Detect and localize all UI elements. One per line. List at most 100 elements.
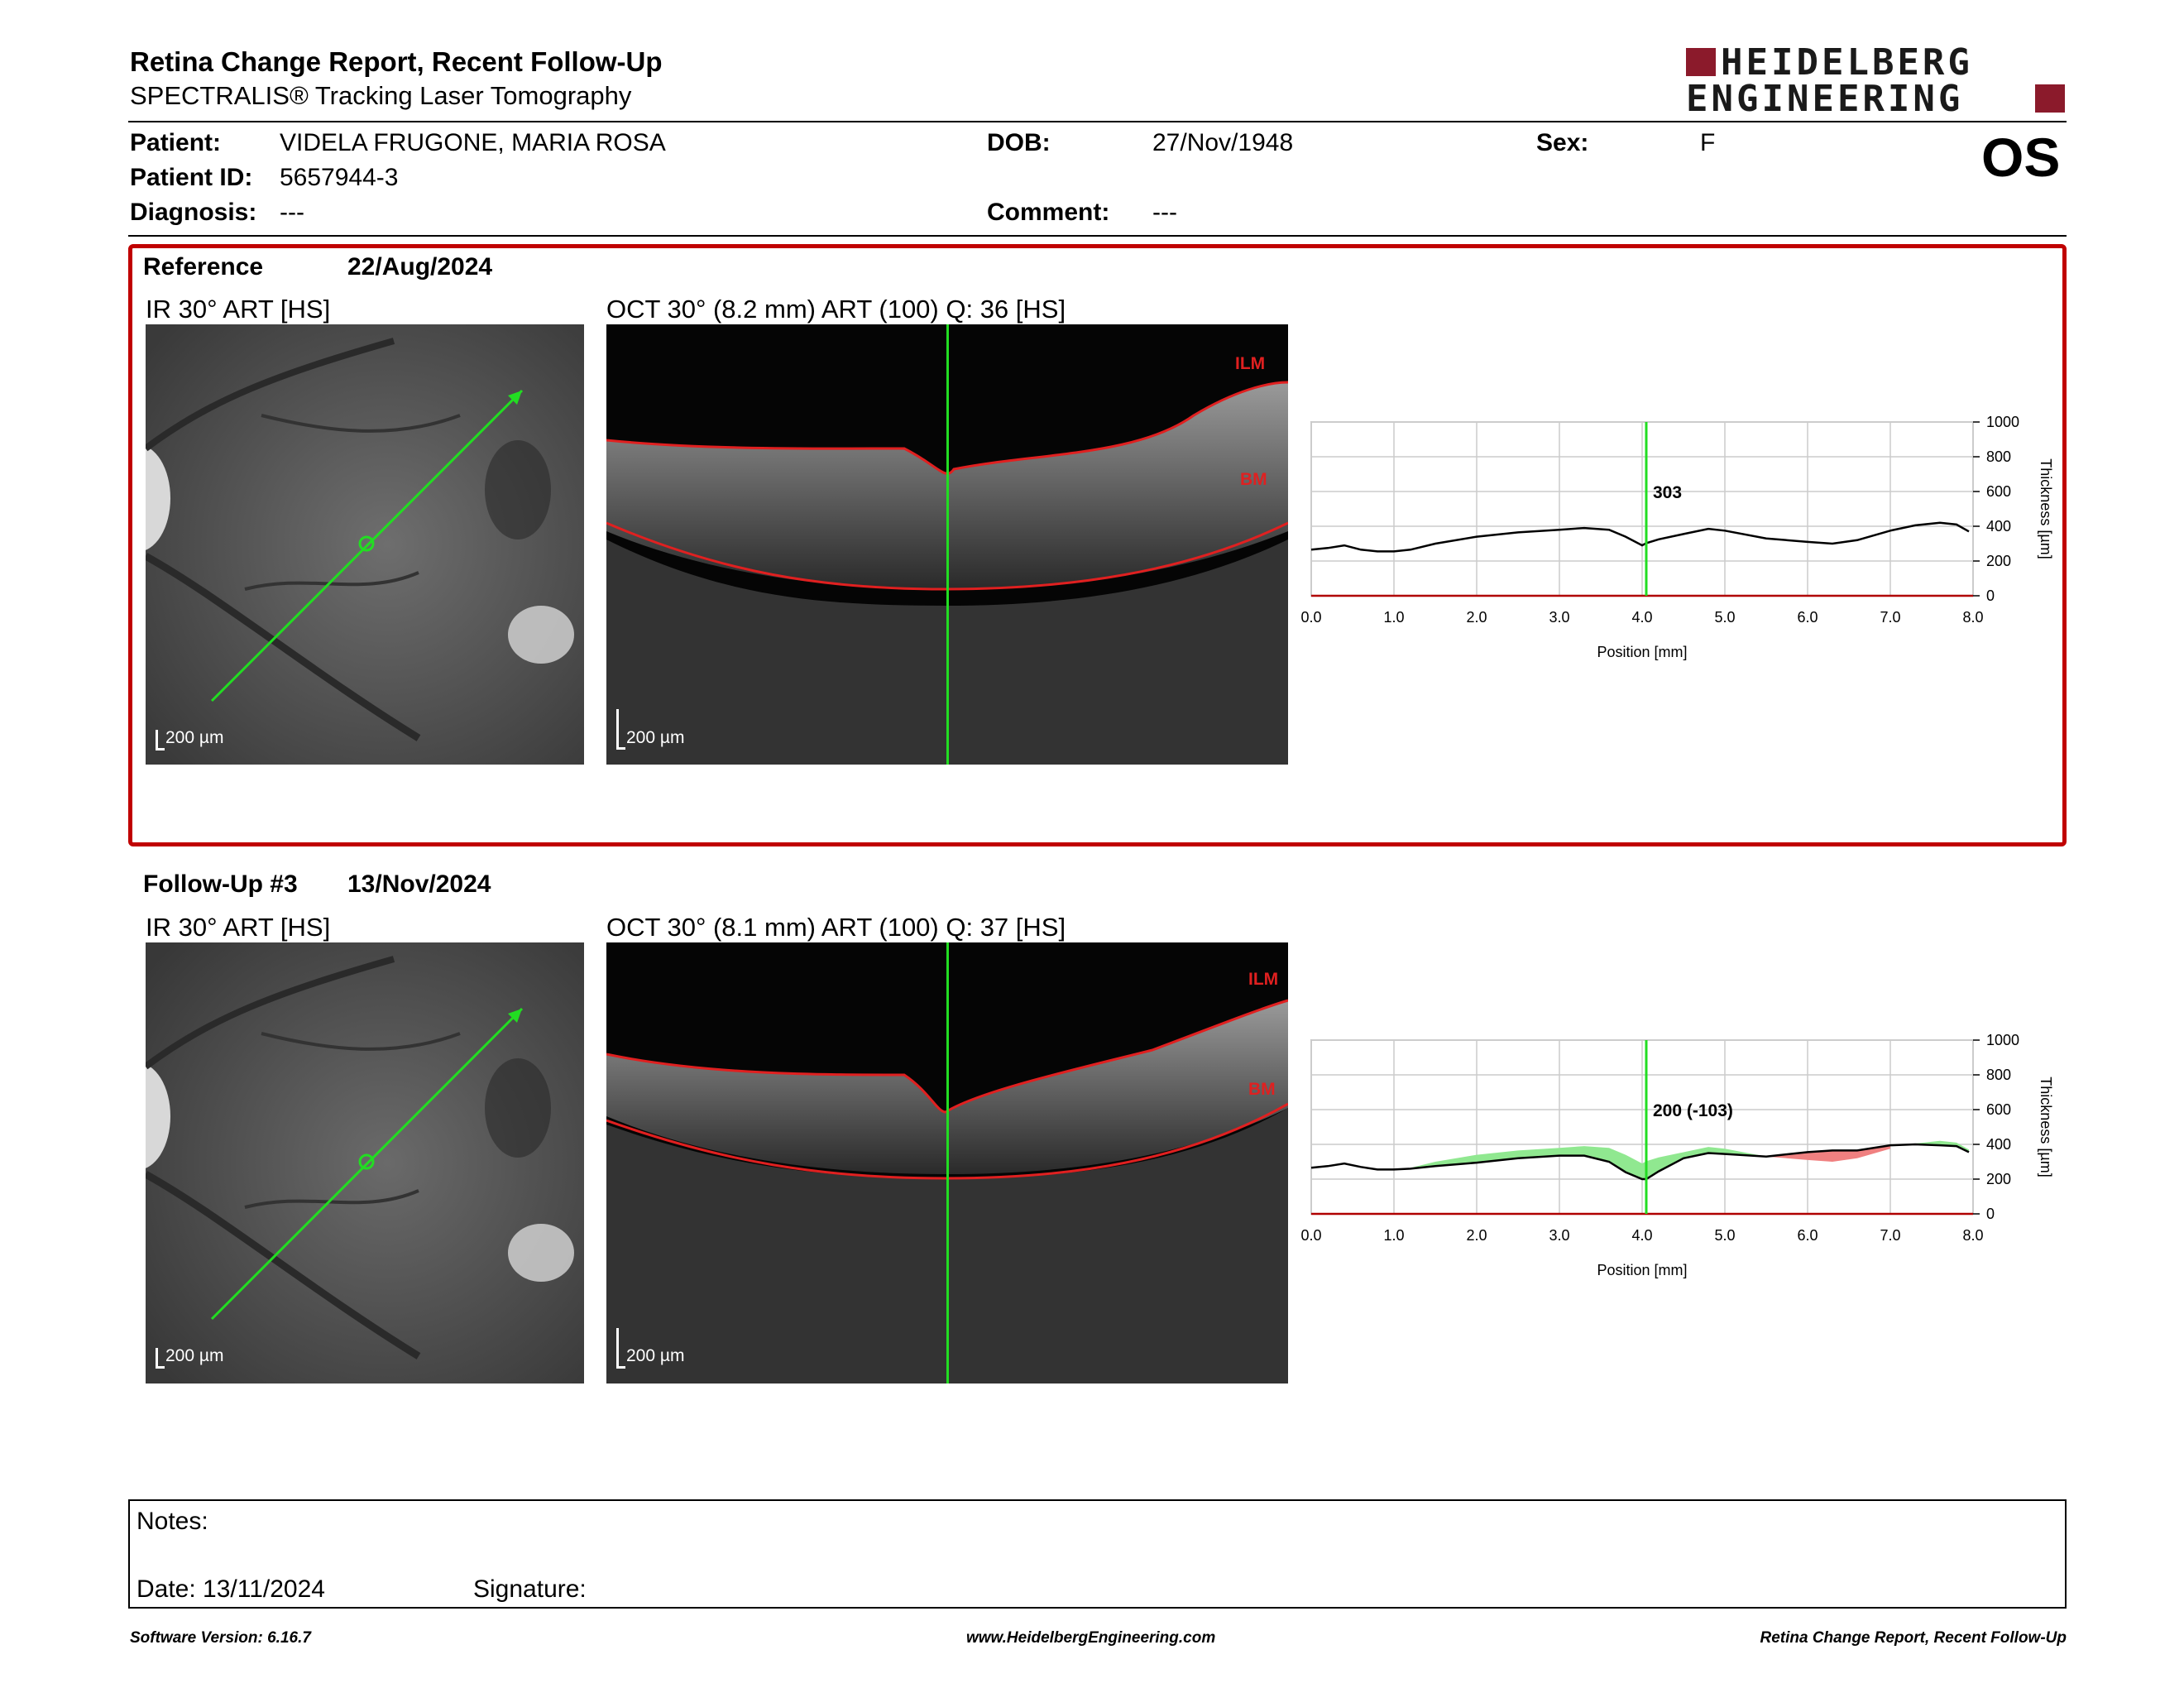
report-title: Retina Change Report, Recent Follow-Up (130, 46, 663, 77)
oct-scale-bar (616, 1328, 625, 1369)
brand-line2: ENGINEERING (1686, 78, 1964, 120)
chart-difference-area (1857, 1145, 1890, 1158)
notes-label: Notes: (136, 1508, 208, 1535)
chart-y-axis-label: Thickness [µm] (2038, 1077, 2054, 1177)
reference-ir-fundus-image[interactable]: 200 µm (146, 324, 584, 765)
chart-thickness-line (1310, 521, 1970, 553)
oct-scale-label: 200 µm (626, 1346, 685, 1365)
report-subtitle: SPECTRALIS® Tracking Laser Tomography (130, 81, 632, 110)
chart-x-tick-label: 0.0 (1300, 609, 1321, 626)
followup-ir-title: IR 30° ART [HS] (146, 913, 331, 942)
chart-y-tick-label: 600 (1986, 1101, 2011, 1118)
followup-ir-fundus-image[interactable]: 200 µm (146, 942, 584, 1383)
footer-version: Software Version: 6.16.7 (130, 1629, 311, 1647)
footer-report-name: Retina Change Report, Recent Follow-Up (1760, 1629, 2067, 1647)
chart-x-tick-label: 8.0 (1962, 609, 1983, 626)
reference-oct-bscan[interactable]: ILM BM 200 µm (606, 324, 1288, 765)
chart-x-tick-label: 5.0 (1714, 609, 1735, 626)
chart-y-tick-label: 200 (1986, 1171, 2011, 1187)
chart-x-tick-label: 6.0 (1797, 1227, 1818, 1244)
signature-label: Signature: (473, 1575, 587, 1603)
ir-scale-bar (156, 730, 165, 750)
reference-date: 22/Aug/2024 (347, 253, 493, 281)
diagnosis-label: Diagnosis: (130, 199, 257, 226)
oct-cursor-line[interactable] (946, 324, 949, 765)
chart-y-tick-label: 200 (1986, 553, 2011, 569)
chart-x-tick-label: 3.0 (1549, 1227, 1569, 1244)
followup-date: 13/Nov/2024 (347, 870, 491, 898)
chart-y-tick-label: 1000 (1986, 414, 2019, 430)
optic-disc (146, 1064, 170, 1168)
chart-cursor-value: 303 (1653, 483, 1682, 502)
chart-cursor-value: 200 (-103) (1653, 1101, 1733, 1120)
oct-scale-bar (616, 709, 625, 750)
patient-name: VIDELA FRUGONE, MARIA ROSA (280, 129, 666, 156)
header-divider (128, 121, 2067, 122)
reference-ir-title: IR 30° ART [HS] (146, 295, 331, 324)
logo-square-bottom (2035, 84, 2065, 113)
chart-difference-area (1646, 1157, 1659, 1179)
diagnosis-value: --- (280, 199, 304, 226)
chart-x-tick-label: 8.0 (1962, 1227, 1983, 1244)
brand-line1: HEIDELBERG (1721, 41, 1973, 84)
notes-box[interactable]: Notes: Date: 13/11/2024 Signature: (128, 1499, 2067, 1609)
optic-disc (146, 446, 170, 550)
dob-label: DOB: (987, 129, 1051, 156)
patient-label: Patient: (130, 129, 222, 156)
chart-difference-area (1584, 1146, 1609, 1162)
chart-x-tick-label: 4.0 (1631, 1227, 1652, 1244)
chart-y-tick-label: 0 (1986, 587, 1995, 604)
bm-line (606, 521, 1288, 591)
scan-arrow-head (508, 391, 522, 405)
reference-oct-title: OCT 30° (8.2 mm) ART (100) Q: 36 [HS] (606, 295, 1066, 324)
followup-label: Follow-Up #3 (143, 870, 298, 898)
oct-cursor-line[interactable] (946, 942, 949, 1383)
chart-x-tick-label: 7.0 (1880, 609, 1900, 626)
chart-x-tick-label: 4.0 (1631, 609, 1652, 626)
chart-y-tick-label: 600 (1986, 483, 2011, 500)
bm-label: BM (1248, 1080, 1276, 1099)
chart-difference-area (1659, 1152, 1684, 1172)
chart-x-tick-label: 1.0 (1383, 609, 1404, 626)
logo-square-top (1686, 48, 1716, 76)
reference-label: Reference (143, 253, 264, 281)
notes-date: Date: 13/11/2024 (136, 1575, 325, 1603)
chart-difference-area (1559, 1146, 1584, 1156)
chart-x-tick-label: 2.0 (1466, 1227, 1487, 1244)
chart-difference-area (1708, 1147, 1725, 1154)
comment-value: --- (1152, 199, 1177, 226)
chart-y-axis-label: Thickness [µm] (2038, 458, 2054, 559)
followup-oct-title: OCT 30° (8.1 mm) ART (100) Q: 37 [HS] (606, 913, 1066, 942)
dob-value: 27/Nov/1948 (1152, 129, 1294, 156)
scan-line (210, 389, 524, 703)
ilm-label: ILM (1235, 354, 1266, 373)
scan-line (210, 1007, 524, 1321)
fundus-drawing (146, 942, 584, 1383)
lesion-patch (508, 606, 574, 664)
bm-label: BM (1240, 470, 1267, 489)
comment-label: Comment: (987, 199, 1110, 226)
chart-difference-area (1609, 1148, 1626, 1172)
footer-website[interactable]: www.HeidelbergEngineering.com (966, 1629, 1216, 1647)
reference-thickness-chart[interactable]: 0.0 1.0 2.0 3.0 4.0 5.0 6.0 7.0 8.00 200 400 600 800… (1300, 414, 2089, 687)
chart-x-tick-label: 0.0 (1300, 1227, 1321, 1244)
ir-scale-label: 200 µm (165, 728, 224, 747)
reference-section-frame (128, 244, 2067, 846)
ilm-line (606, 999, 1288, 1114)
chart-x-tick-label: 7.0 (1880, 1227, 1900, 1244)
chart-x-tick-label: 3.0 (1549, 609, 1569, 626)
chart-y-tick-label: 800 (1986, 1067, 2011, 1083)
chart-y-tick-label: 800 (1986, 448, 2011, 465)
chart-difference-area (1477, 1150, 1518, 1163)
bm-line (606, 1102, 1288, 1180)
patient-id-label: Patient ID: (130, 164, 253, 191)
sex-label: Sex: (1536, 129, 1589, 156)
ilm-label: ILM (1248, 970, 1279, 989)
chart-difference-area (1808, 1150, 1832, 1162)
ir-scale-bar (156, 1348, 165, 1369)
followup-thickness-chart[interactable]: 0.0 1.0 2.0 3.0 4.0 5.0 6.0 7.0 8.00 200 400 600 800… (1300, 1032, 2089, 1305)
chart-x-axis-label: Position [mm] (1597, 644, 1687, 660)
followup-oct-bscan[interactable]: ILM BM 200 µm (606, 942, 1288, 1383)
chart-y-tick-label: 400 (1986, 1136, 2011, 1153)
chart-difference-area (1410, 1162, 1435, 1169)
